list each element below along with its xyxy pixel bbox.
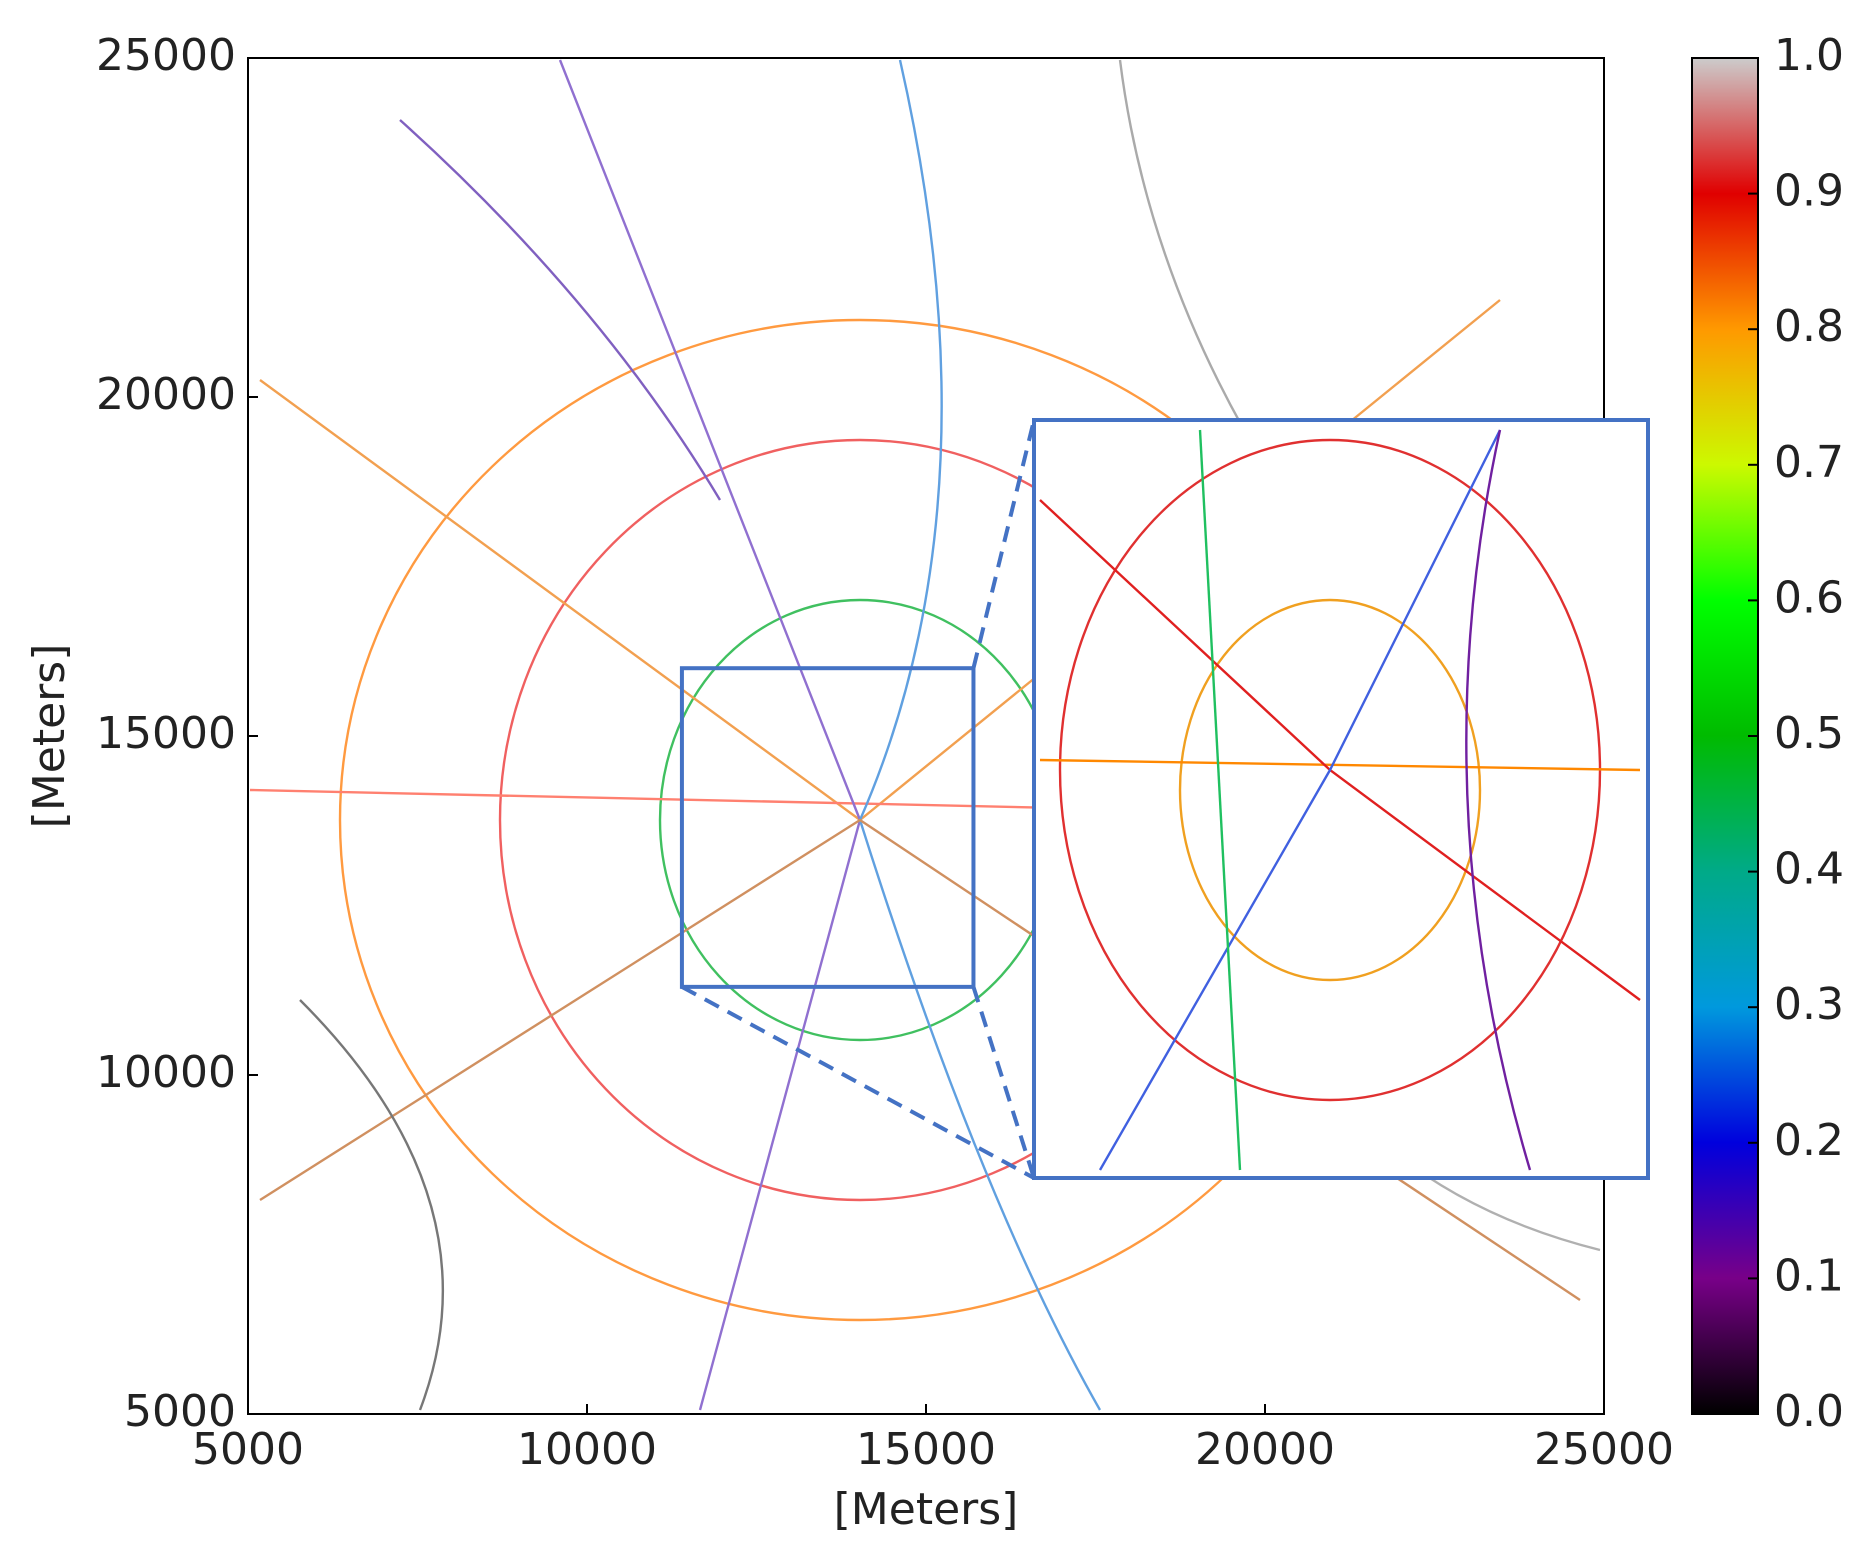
colorbar-tick-label: 0.2 (1774, 1115, 1844, 1166)
zoom-inset (1032, 418, 1650, 1180)
colorbar-tick-label: 0.6 (1774, 572, 1844, 623)
inset-frame (1032, 418, 1650, 1180)
colorbar-tick-label: 0.9 (1774, 166, 1844, 217)
colorbar-tick-label: 1.0 (1774, 30, 1844, 81)
colorbar-tick-label: 0.8 (1774, 301, 1844, 352)
road (1098, 429, 1502, 1171)
colorbar (1691, 57, 1759, 1415)
y-tick-label: 20000 (96, 369, 236, 420)
road (1465, 429, 1532, 1171)
road (299, 999, 445, 1411)
colorbar-tick-label: 0.7 (1774, 437, 1844, 488)
y-tick-label: 10000 (96, 1047, 236, 1098)
x-tick-label: 5000 (192, 1424, 304, 1475)
colorbar-tick-label: 0.3 (1774, 979, 1844, 1030)
x-tick-label: 25000 (1534, 1424, 1674, 1475)
zoom-connector (680, 985, 1035, 1180)
zoom-box (679, 666, 976, 989)
y-axis-label: [Meters] (24, 644, 75, 829)
zoom-connector (971, 986, 1036, 1179)
road (1178, 598, 1482, 982)
road (558, 59, 862, 1411)
colorbar-tick-label: 0.0 (1774, 1386, 1844, 1437)
zoom-connector (971, 419, 1036, 669)
x-tick-label: 20000 (1195, 1424, 1335, 1475)
road (858, 59, 1102, 1411)
road (1039, 758, 1641, 772)
road (1198, 429, 1242, 1171)
x-axis-label: [Meters] (834, 1484, 1019, 1535)
colorbar-tick-label: 0.1 (1774, 1250, 1844, 1301)
colorbar-tick-label: 0.5 (1774, 708, 1844, 759)
y-tick-label: 25000 (96, 30, 236, 81)
x-tick-label: 10000 (517, 1424, 657, 1475)
road (399, 119, 722, 501)
y-tick-label: 15000 (96, 708, 236, 759)
colorbar-tick-label: 0.4 (1774, 844, 1844, 895)
x-tick-label: 15000 (856, 1424, 996, 1475)
y-tick-label: 5000 (124, 1386, 236, 1437)
